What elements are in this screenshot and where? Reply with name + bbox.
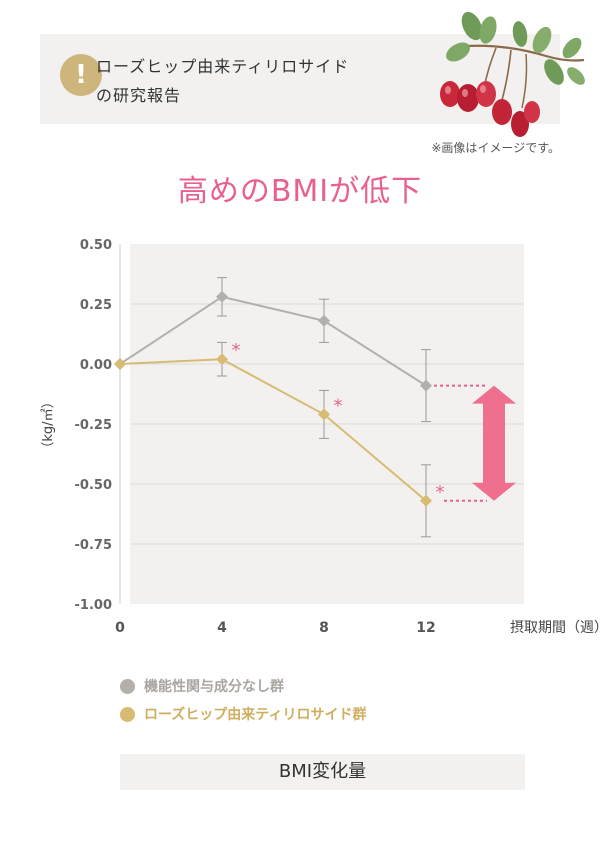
- x-tick-label: 0: [115, 620, 125, 636]
- double-arrow-icon: [472, 385, 516, 501]
- x-tick-label: 4: [217, 620, 227, 636]
- image-note: ※画像はイメージです。: [431, 141, 560, 155]
- grid-lines: [130, 303, 524, 545]
- data-point: [420, 379, 432, 392]
- legend-label-tiliroside: ローズヒップ由来ティリロサイド群: [144, 707, 367, 723]
- header-box: !: [40, 34, 560, 124]
- x-tick-label: 12: [416, 620, 435, 636]
- significance-mark: *: [232, 340, 241, 361]
- alert-icon: !: [60, 54, 102, 96]
- x-axis-label: 摂取期間（週）: [510, 620, 600, 636]
- data-point: [318, 314, 330, 327]
- series-layer: * * *: [114, 277, 445, 538]
- legend-dot-control: [120, 678, 135, 694]
- legend-label-control: 機能性関与成分なし群: [144, 679, 284, 695]
- series-line: [119, 295, 427, 387]
- significance-mark: *: [436, 482, 445, 503]
- data-point: [216, 290, 228, 303]
- y-tick-label: -0.75: [75, 538, 112, 553]
- header-title: ローズヒップ由来ティリロサイド の研究報告: [96, 52, 436, 110]
- x-tick-labels: 0 4 8 12: [115, 620, 436, 636]
- significance-mark: *: [334, 395, 343, 416]
- y-tick-label: 0.50: [80, 238, 112, 253]
- y-tick-label: 0.25: [80, 298, 112, 313]
- legend-item-tiliroside: ローズヒップ由来ティリロサイド群: [120, 700, 366, 728]
- series-line: [119, 358, 427, 502]
- main-title: 高めのBMIが低下: [177, 174, 423, 209]
- data-point: [216, 353, 228, 366]
- y-tick-label: -1.00: [75, 598, 112, 613]
- chart-caption: BMI変化量: [120, 754, 525, 790]
- data-point: [318, 408, 330, 421]
- series-1: * * *: [114, 340, 445, 538]
- header-title-line1: ローズヒップ由来ティリロサイド: [96, 57, 350, 76]
- y-tick-label: -0.50: [75, 478, 112, 493]
- y-tick-label: 0.00: [80, 358, 112, 373]
- bmi-line-chart: 0.50 0.25 0.00 -0.25 -0.50 -0.75 -1.00 0 4 8 12 摂…: [41, 238, 600, 636]
- rosehip-branch-illustration: [440, 11, 585, 137]
- difference-annotation: [434, 384, 516, 502]
- x-tick-label: 8: [319, 620, 329, 636]
- data-point: [114, 358, 126, 370]
- legend: 機能性関与成分なし群 ローズヒップ由来ティリロサイド群: [120, 672, 366, 728]
- data-point: [420, 494, 432, 507]
- legend-dot-tiliroside: [120, 706, 135, 722]
- header-title-line2: の研究報告: [96, 86, 182, 105]
- legend-item-control: 機能性関与成分なし群: [120, 672, 366, 700]
- y-tick-label: -0.25: [75, 418, 112, 433]
- y-tick-labels: 0.50 0.25 0.00 -0.25 -0.50 -0.75 -1.00: [75, 238, 112, 613]
- y-axis-label: （kg/㎡）: [41, 395, 56, 454]
